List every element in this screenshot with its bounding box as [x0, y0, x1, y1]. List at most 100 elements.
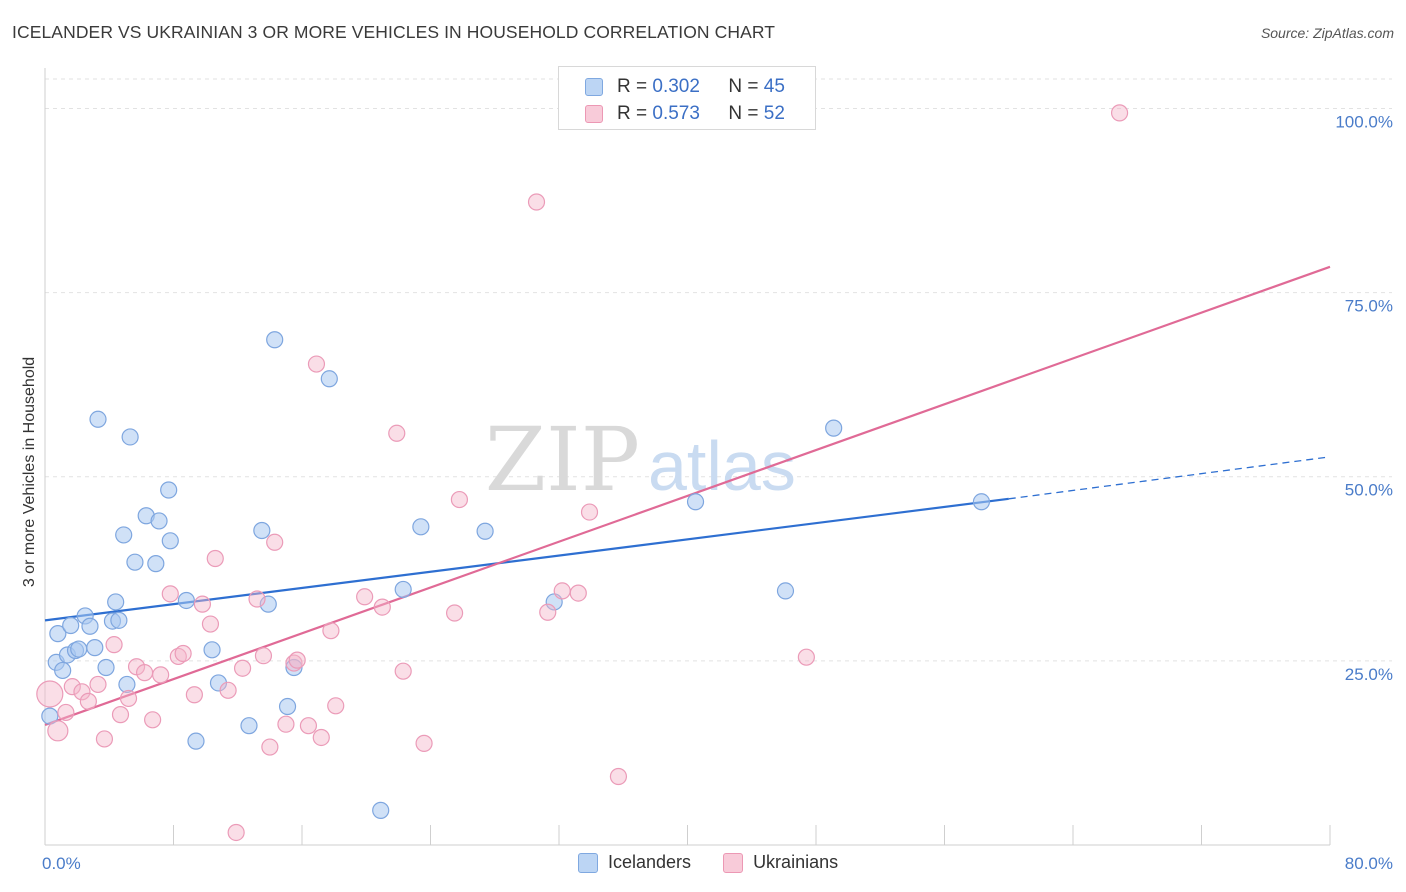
- watermark-zip: ZIP: [485, 408, 640, 511]
- ukrainian-point: [248, 590, 266, 608]
- r-label: R =: [617, 103, 648, 124]
- ukrainian-point: [261, 738, 279, 756]
- icelander-point: [147, 555, 165, 573]
- y-axis-title: 3 or more Vehicles in Household: [21, 357, 38, 587]
- ukrainian-point: [299, 717, 318, 735]
- ukrainian-point: [312, 728, 330, 747]
- y-tick-label: 100.0%: [1335, 112, 1393, 131]
- ukrainian-point: [174, 644, 192, 663]
- icelander-point: [972, 493, 991, 511]
- ukrainian-point: [95, 730, 114, 748]
- icelanders-trend-extension: [1008, 456, 1331, 500]
- ukrainian-point: [356, 588, 374, 606]
- ukrainian-point: [185, 686, 203, 704]
- ukrainian-point: [135, 664, 154, 682]
- icelander-point: [160, 481, 178, 499]
- ukrainian-point: [266, 533, 284, 551]
- icelander-point: [825, 419, 843, 437]
- ukrainian-point: [144, 711, 162, 729]
- ukrainian-point: [89, 675, 107, 694]
- icelander-point: [107, 593, 125, 611]
- icelanders-trend-line: [44, 497, 1009, 622]
- ukrainians-trend-line: [44, 265, 1331, 726]
- chart-title: ICELANDER VS UKRAINIAN 3 OR MORE VEHICLE…: [12, 22, 776, 42]
- ukrainian-point: [445, 604, 464, 622]
- ukrainian-point: [169, 647, 187, 666]
- ukrainian-point: [569, 584, 587, 602]
- icelanders-legend-swatch: [578, 852, 598, 873]
- correlation-legend: R = 0.302 N = 45 R = 0.573 N = 52: [558, 66, 816, 130]
- ukrainian-point: [152, 666, 170, 684]
- x-tick-label: 80.0%: [1345, 854, 1393, 873]
- icelander-point: [118, 675, 136, 694]
- icelander-point: [150, 512, 168, 530]
- ukrainians-n-value: 52: [763, 103, 785, 124]
- icelander-point: [372, 801, 390, 819]
- legend-row-ukrainians: R = 0.573 N = 52: [585, 100, 785, 128]
- trend-lines: [44, 265, 1331, 726]
- icelanders-r-value: 0.302: [652, 76, 700, 97]
- icelander-point: [412, 518, 430, 536]
- ukrainian-point: [527, 193, 546, 211]
- ukrainian-point: [277, 715, 295, 733]
- ukrainian-point: [233, 659, 252, 677]
- x-tick-label: 0.0%: [42, 854, 81, 873]
- ukrainian-point: [609, 767, 628, 786]
- icelander-point: [97, 658, 115, 677]
- ukrainian-point: [219, 681, 237, 699]
- ukrainian-point: [797, 648, 815, 666]
- gridlines: [45, 78, 1392, 662]
- icelander-point: [253, 521, 271, 540]
- legend-row-icelanders: R = 0.302 N = 45: [585, 73, 785, 101]
- icelander-point: [177, 591, 195, 610]
- icelander-point: [278, 697, 297, 716]
- ukrainian-point: [63, 678, 81, 696]
- ukrainian-point: [254, 647, 273, 665]
- n-label: N =: [728, 103, 759, 124]
- ukrainian-point: [161, 585, 179, 603]
- r-label: R =: [617, 76, 648, 97]
- ukrainian-point: [206, 549, 224, 568]
- icelander-point: [110, 611, 128, 629]
- icelander-point: [187, 732, 205, 750]
- ukrainian-point: [415, 734, 433, 752]
- icelander-point: [70, 640, 88, 658]
- ukrainian-point: [539, 603, 557, 621]
- ukrainian-point: [193, 595, 212, 613]
- ukrainian-point: [450, 490, 469, 509]
- y-tick-label: 50.0%: [1345, 481, 1393, 500]
- ukrainian-point: [47, 720, 69, 742]
- ukrainian-point: [285, 654, 303, 672]
- icelander-point: [62, 616, 80, 635]
- icelander-point: [776, 582, 795, 600]
- icelander-point: [266, 331, 284, 349]
- data-points: [36, 104, 1129, 842]
- tick-labels: 25.0% 50.0% 75.0% 100.0% 0.0% 80.0% 3 or more …: [21, 112, 1393, 873]
- y-tick-label: 25.0%: [1345, 665, 1393, 684]
- ukrainian-point: [288, 651, 306, 669]
- ukrainian-point: [388, 424, 406, 442]
- icelander-point: [54, 661, 72, 680]
- ukrainian-point: [373, 598, 391, 616]
- source-label: Source: ZipAtlas.com: [1260, 25, 1394, 41]
- ukrainian-point: [394, 662, 412, 680]
- ukrainians-r-value: 0.573: [652, 103, 700, 124]
- icelanders-swatch: [585, 78, 603, 96]
- ukrainian-point: [553, 582, 571, 600]
- ukrainians-legend-swatch: [723, 852, 744, 873]
- legend-item-ukrainians[interactable]: Ukrainians: [723, 852, 838, 873]
- icelander-point: [686, 493, 705, 511]
- series-legend: Icelanders Ukrainians: [578, 852, 870, 873]
- ukrainians-swatch: [585, 105, 603, 123]
- legend-item-icelanders[interactable]: Icelanders: [578, 852, 691, 873]
- y-tick-label: 75.0%: [1345, 297, 1393, 316]
- icelander-point: [476, 522, 494, 540]
- icelander-point: [259, 595, 277, 613]
- ukrainian-point: [322, 622, 340, 640]
- icelander-point: [121, 428, 139, 446]
- ukrainian-point: [79, 692, 97, 710]
- ukrainian-point: [119, 689, 138, 708]
- ukrainians-legend-label: Ukrainians: [753, 852, 839, 872]
- icelander-point: [49, 625, 67, 643]
